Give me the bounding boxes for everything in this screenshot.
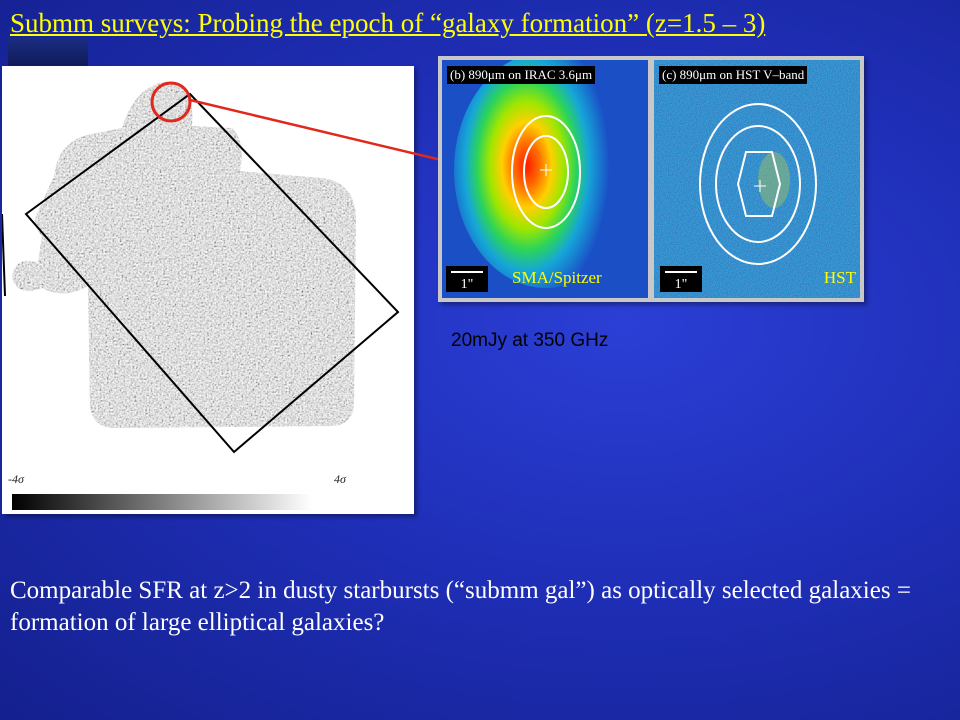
body-text: Comparable SFR at z>2 in dusty starburst… <box>10 577 911 636</box>
inset-irac: (b) 890μm on IRAC 3.6μm 1" SMA/Spitzer <box>442 60 648 298</box>
inset-irac-scale-bar: 1" <box>446 266 488 292</box>
inset-hst-scale-bar: 1" <box>660 266 702 292</box>
corner-logo <box>8 38 88 68</box>
scale-min-label: -4σ <box>8 472 24 486</box>
survey-map-panel: -4σ 4σ <box>2 66 414 514</box>
inset-irac-title: (b) 890μm on IRAC 3.6μm <box>447 66 596 84</box>
inset-frame: (b) 890μm on IRAC 3.6μm 1" SMA/Spitzer <box>438 56 864 302</box>
inset-hst-scale-label: 1" <box>674 277 688 292</box>
inset-hst-caption: HST <box>823 268 856 287</box>
inset-irac-scale-label: 1" <box>460 277 474 292</box>
intensity-scale-bar <box>12 494 312 510</box>
survey-map <box>2 66 414 514</box>
inset-hst: (c) 890μm on HST V–band 1" HST <box>654 60 860 298</box>
inset-hst-title: (c) 890μm on HST V–band <box>659 66 808 84</box>
hst-image <box>654 60 860 298</box>
slide-title: Submm surveys: Probing the epoch of “gal… <box>10 8 766 38</box>
flux-label: 20mJy at 350 GHz <box>451 330 609 351</box>
inset-irac-caption: SMA/Spitzer <box>512 268 602 287</box>
irac-image <box>442 60 648 298</box>
scale-max-label: 4σ <box>334 472 346 486</box>
